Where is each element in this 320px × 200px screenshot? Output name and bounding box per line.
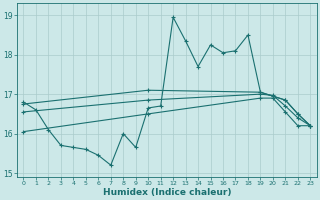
- X-axis label: Humidex (Indice chaleur): Humidex (Indice chaleur): [103, 188, 231, 197]
